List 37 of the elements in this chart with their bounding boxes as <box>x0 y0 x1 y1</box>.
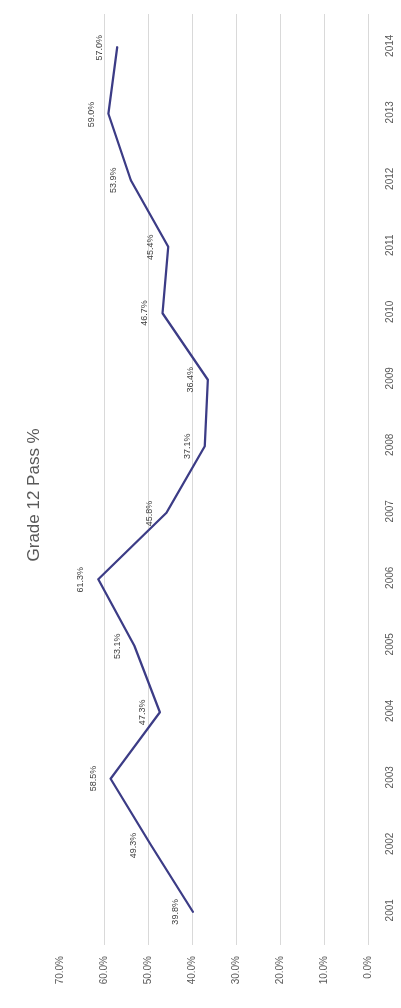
y-tick-label: 2009 <box>384 366 395 390</box>
x-tick-label: 30.0% <box>230 955 242 985</box>
x-tick-label: 20.0% <box>274 955 286 985</box>
y-tick-label: 2007 <box>384 499 395 523</box>
data-label: 39.8% <box>170 899 181 925</box>
text: Grade 12 Pass % <box>23 428 43 562</box>
y-tick-label: 2001 <box>384 898 395 922</box>
y-tick-label: 2003 <box>384 765 395 789</box>
y-tick-label: 2012 <box>384 167 395 190</box>
y-tick-label: 2004 <box>384 699 395 722</box>
data-label: 61.3% <box>75 567 86 593</box>
data-label: 45.8% <box>143 500 154 527</box>
data-label: 47.3% <box>136 699 147 726</box>
data-label: 59.0% <box>85 101 96 128</box>
y-tick-label: 2011 <box>384 234 395 257</box>
data-label: 58.5% <box>87 765 98 792</box>
data-label: 36.4% <box>185 367 196 393</box>
y-tick-label: 2014 <box>384 34 395 57</box>
y-tick-label: 2006 <box>384 566 395 589</box>
y-tick-label: 2005 <box>384 632 395 656</box>
x-tick-label: 0.0% <box>362 955 374 979</box>
data-label: 57.0% <box>93 34 104 61</box>
y-tick-label: 2010 <box>384 300 395 323</box>
y-tick-label: 2002 <box>384 832 395 855</box>
y-tick-label: 2013 <box>384 100 395 124</box>
data-label: 37.1% <box>181 433 192 460</box>
data-label: 45.4% <box>145 234 156 260</box>
x-tick-label: 10.0% <box>318 955 330 985</box>
data-label: 46.7% <box>139 300 150 326</box>
x-tick-label: 60.0% <box>98 955 110 985</box>
data-label: 49.3% <box>127 832 138 859</box>
y-tick-label: 2008 <box>384 433 395 456</box>
data-label: 53.1% <box>111 633 122 660</box>
x-tick-label: 70.0% <box>54 955 66 985</box>
x-tick-label: 40.0% <box>186 955 198 985</box>
x-tick-label: 50.0% <box>142 955 154 985</box>
data-label: 53.9% <box>107 167 118 194</box>
